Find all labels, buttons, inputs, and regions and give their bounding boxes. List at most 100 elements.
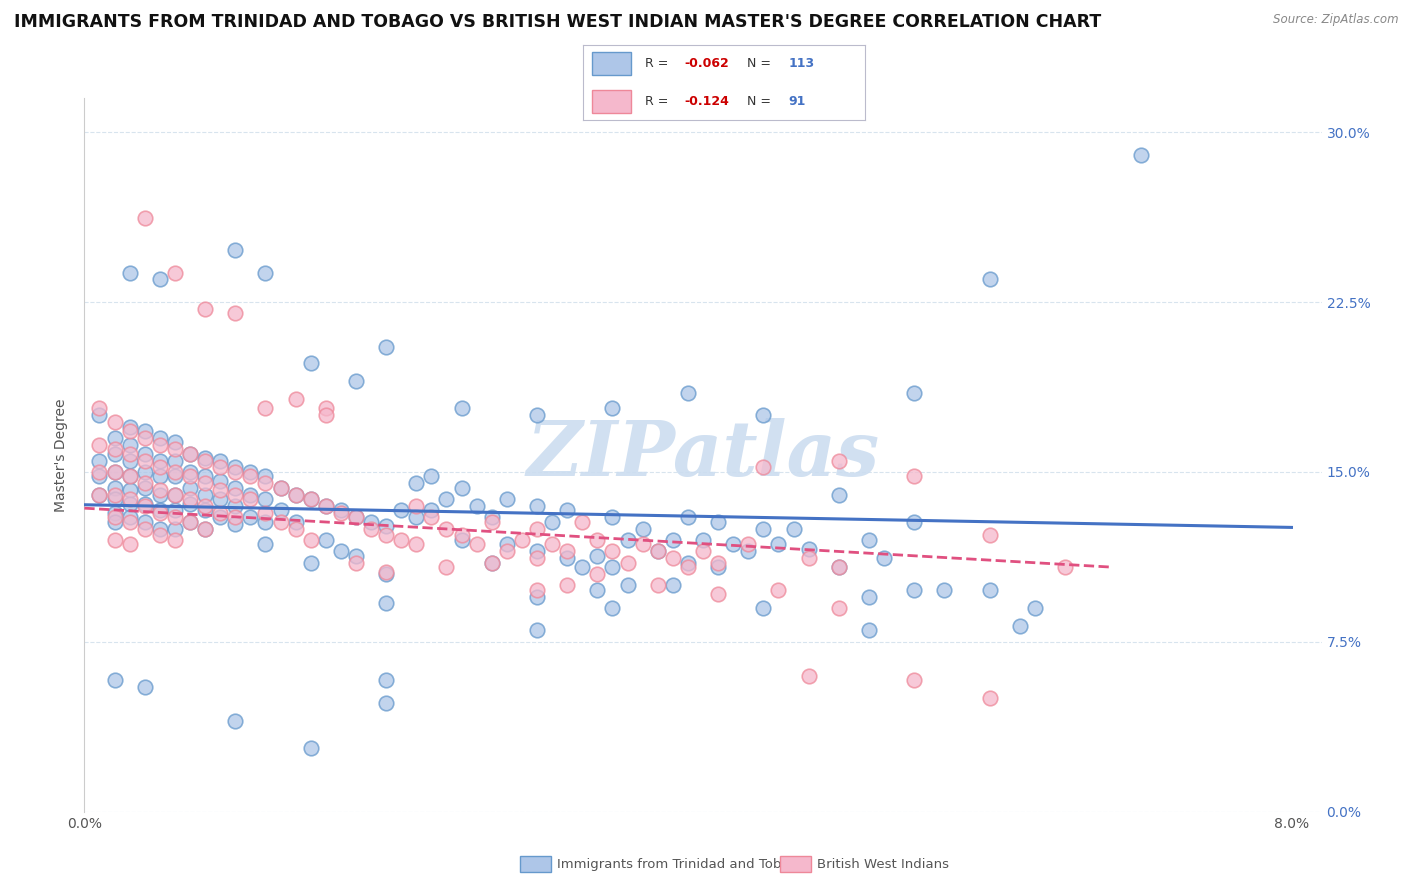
Point bbox=[436, 522, 458, 536]
Point bbox=[163, 522, 186, 536]
Point bbox=[602, 510, 624, 524]
Point bbox=[209, 474, 232, 488]
Point bbox=[315, 401, 337, 416]
Point bbox=[179, 469, 201, 483]
Point bbox=[405, 499, 427, 513]
Point bbox=[134, 497, 156, 511]
Text: British West Indians: British West Indians bbox=[817, 858, 949, 871]
Y-axis label: Master's Degree: Master's Degree bbox=[55, 398, 69, 512]
Point bbox=[299, 492, 322, 507]
Point bbox=[118, 483, 141, 497]
Point bbox=[450, 533, 472, 547]
Point bbox=[450, 401, 472, 416]
Point bbox=[616, 556, 638, 570]
Point bbox=[103, 415, 125, 429]
Point bbox=[163, 487, 186, 501]
Point bbox=[89, 487, 111, 501]
Point bbox=[118, 537, 141, 551]
Point bbox=[179, 447, 201, 461]
Point bbox=[768, 582, 790, 597]
Point bbox=[89, 453, 111, 467]
Point bbox=[707, 556, 730, 570]
Point bbox=[284, 522, 307, 536]
Point bbox=[797, 669, 820, 683]
Point bbox=[903, 582, 925, 597]
Point bbox=[89, 487, 111, 501]
Point bbox=[163, 442, 186, 457]
Point bbox=[149, 506, 172, 520]
Point bbox=[420, 510, 443, 524]
Point bbox=[676, 510, 699, 524]
Text: -0.062: -0.062 bbox=[685, 57, 730, 70]
Point bbox=[571, 515, 593, 529]
Point bbox=[662, 533, 685, 547]
Point bbox=[254, 492, 277, 507]
Point bbox=[934, 582, 956, 597]
Point bbox=[209, 492, 232, 507]
Point bbox=[858, 533, 880, 547]
Point bbox=[481, 510, 503, 524]
Point bbox=[149, 469, 172, 483]
Point bbox=[436, 492, 458, 507]
Point bbox=[526, 624, 548, 638]
Point bbox=[586, 566, 609, 581]
Point bbox=[752, 600, 775, 615]
Point bbox=[375, 566, 398, 581]
Point bbox=[118, 515, 141, 529]
Point bbox=[828, 453, 851, 467]
Point bbox=[828, 560, 851, 574]
Point bbox=[163, 510, 186, 524]
Point bbox=[858, 590, 880, 604]
Point bbox=[163, 469, 186, 483]
Point bbox=[149, 453, 172, 467]
Text: N =: N = bbox=[747, 57, 775, 70]
Point bbox=[344, 510, 367, 524]
Point bbox=[254, 537, 277, 551]
Point bbox=[103, 442, 125, 457]
Point bbox=[239, 469, 262, 483]
Point bbox=[194, 476, 217, 491]
Point bbox=[344, 510, 367, 524]
Point bbox=[163, 266, 186, 280]
Point bbox=[495, 537, 517, 551]
Point bbox=[737, 537, 759, 551]
Point bbox=[571, 560, 593, 574]
Point bbox=[89, 409, 111, 423]
Point bbox=[179, 447, 201, 461]
Point bbox=[979, 691, 1001, 706]
Point bbox=[209, 483, 232, 497]
Point bbox=[224, 243, 246, 257]
Point bbox=[224, 465, 246, 479]
Text: 113: 113 bbox=[789, 57, 815, 70]
Point bbox=[284, 487, 307, 501]
Point bbox=[149, 431, 172, 445]
Point bbox=[375, 565, 398, 579]
Point bbox=[254, 476, 277, 491]
Point bbox=[586, 549, 609, 563]
Point bbox=[194, 522, 217, 536]
Point bbox=[616, 533, 638, 547]
Point bbox=[375, 340, 398, 354]
Point bbox=[134, 680, 156, 694]
Point bbox=[149, 528, 172, 542]
Point bbox=[134, 499, 156, 513]
Point bbox=[103, 481, 125, 495]
Point bbox=[676, 556, 699, 570]
Point bbox=[134, 431, 156, 445]
Point bbox=[375, 528, 398, 542]
Point bbox=[662, 578, 685, 592]
Text: N =: N = bbox=[747, 95, 775, 108]
Point bbox=[903, 515, 925, 529]
Point bbox=[89, 438, 111, 452]
Point bbox=[103, 506, 125, 520]
Text: R =: R = bbox=[645, 57, 672, 70]
Point bbox=[299, 533, 322, 547]
Point bbox=[707, 587, 730, 601]
Point bbox=[179, 481, 201, 495]
Point bbox=[254, 469, 277, 483]
Point bbox=[903, 673, 925, 688]
Point bbox=[118, 497, 141, 511]
Point bbox=[149, 483, 172, 497]
Point bbox=[209, 510, 232, 524]
Point bbox=[224, 510, 246, 524]
